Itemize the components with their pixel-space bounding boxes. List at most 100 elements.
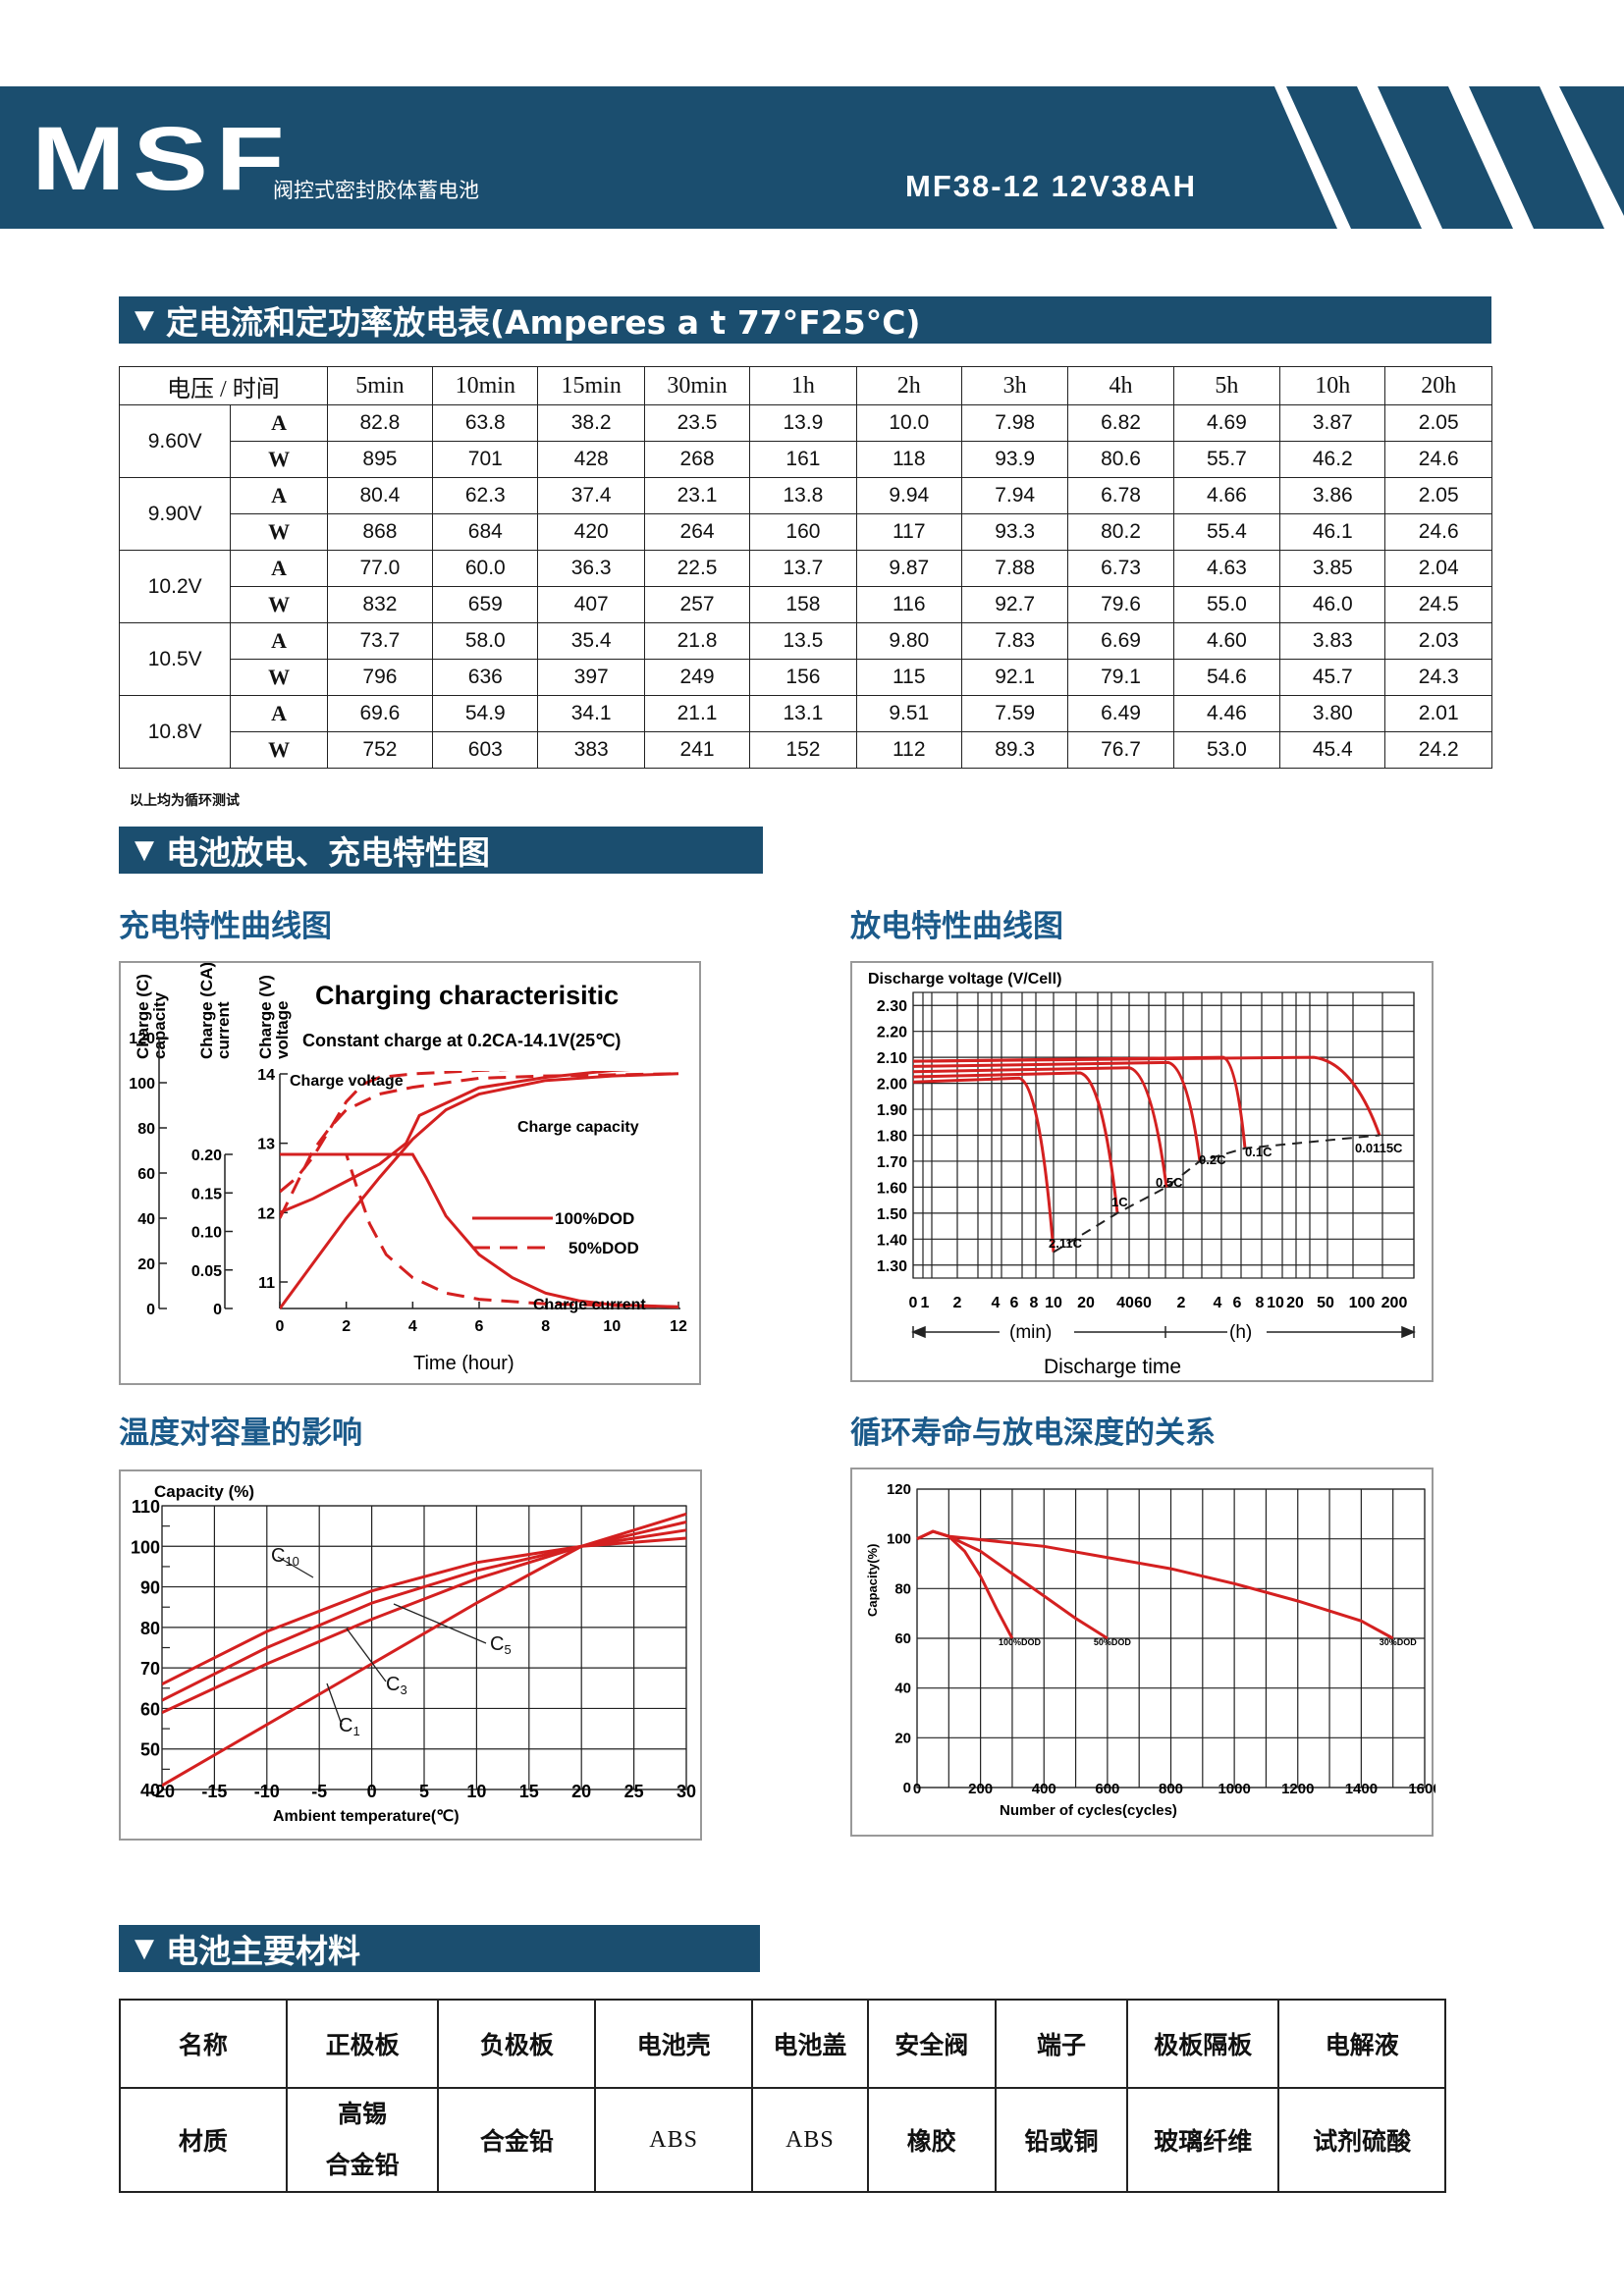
temperature-tick-label: 25 [624,1782,644,1801]
cycle-tick-label: 800 [1159,1781,1183,1797]
value-cell: 55.0 [1172,586,1281,623]
discharge-rate-label: 0.1C [1245,1145,1272,1159]
voltage-tick-label: 2.00 [877,1077,907,1094]
value-cell: 6.49 [1067,695,1174,732]
value-cell: 160 [749,513,857,551]
time-tick-label: 20 [1077,1295,1095,1311]
section-bar-discharge-table: ▼ 定电流和定功率放电表(Amperes a t 77°F25°C) [119,296,1491,344]
curve-label: C5 [490,1633,512,1657]
discharge-series-line [912,1066,1168,1188]
current-tick-label: 0.05 [191,1263,222,1280]
value-cell: 79.6 [1067,586,1174,623]
table-row: W 752 603 383 241 152 112 89.3 76.7 53.0 45.4 24.2 [120,731,1492,769]
temperature-tick-label: 20 [571,1782,591,1801]
cycle-tick-label: 1600 [1408,1781,1435,1797]
value-cell: 60.0 [432,550,539,587]
cycle-chart: Capacity(%) 0 20 40 60 80 100 120 0 200 400 600 800… [850,1468,1435,1837]
column-header: 10min [432,366,539,405]
legend-50-dod: 50%DOD [568,1239,639,1257]
materials-row-label-name: 名称 [119,1999,288,2089]
material-cell-positive-plate: 高锡 合金铅 [285,2087,440,2193]
x-unit-h: (h) [1229,1322,1252,1343]
value-cell: 2.05 [1384,477,1492,514]
capacity-tick-label: 0 [903,1780,911,1796]
value-cell: 73.7 [326,622,434,660]
table-row: W 868 684 420 264 160 117 93.3 80.2 55.4 46.1 24.6 [120,513,1492,551]
discharge-chart-title: 放电特性曲线图 [850,909,1063,944]
section-title: 定电流和定功率放电表(Amperes a t 77°F25°C) [166,303,921,342]
capacity-tick-label: 110 [132,1497,160,1517]
table-row: W 895 701 428 268 161 118 93.9 80.6 55.7 46.2 24.6 [120,441,1492,478]
discharge-rate-label: 1C [1111,1195,1128,1209]
value-cell: 13.8 [749,477,857,514]
value-cell: 23.1 [643,477,751,514]
cycle-tick-label: 0 [913,1781,921,1797]
value-cell: 9.51 [855,695,962,732]
column-header: 30min [643,366,751,405]
value-cell: 257 [643,586,751,623]
value-cell: 92.1 [960,659,1069,696]
temperature-x-label: Ambient temperature(℃) [273,1808,460,1825]
charge-chart: Charging characterisitic Constant charge… [119,961,701,1385]
unit-cell: A [230,550,328,587]
value-cell: 156 [749,659,857,696]
table-header-row: 电压 / 时间 5min 10min 15min 30min 1h 2h 3h … [119,366,1492,405]
value-cell: 93.3 [960,513,1069,551]
value-cell: 21.1 [643,695,751,732]
unit-cell: W [230,513,328,551]
value-cell: 4.69 [1172,404,1281,442]
axis-label-capacity-2: capacity [150,991,169,1059]
value-cell: 24.6 [1384,441,1492,478]
value-cell: 46.1 [1279,513,1386,551]
value-cell: 9.87 [855,550,962,587]
time-tick-label: 12 [670,1318,687,1335]
time-tick-label: 4 [992,1295,1001,1311]
discharge-rate-label: 2.11C [1049,1236,1083,1251]
component-cell: 安全阀 [866,1999,997,2089]
column-header: 15min [537,366,645,405]
temperature-tick-label: 10 [466,1782,486,1801]
time-tick-label: 40 [1116,1295,1134,1311]
value-cell: 115 [855,659,962,696]
time-tick-label: 200 [1381,1295,1408,1311]
value-cell: 268 [643,441,751,478]
discharge-series-line [912,1071,1119,1214]
value-cell: 13.5 [749,622,857,660]
discharge-x-label: Discharge time [1044,1356,1181,1378]
value-cell: 89.3 [960,731,1069,769]
value-cell: 6.73 [1067,550,1174,587]
capacity-tick-label: 100 [129,1076,155,1093]
value-cell: 22.5 [643,550,751,587]
material-cell: 铅或铜 [994,2087,1129,2193]
value-cell: 684 [432,513,539,551]
materials-table: 名称 正极板 负极板 电池壳 电池盖 安全阀 端子 极板隔板 电解液 材质 高锡… [119,1999,1446,2193]
temperature-tick-label: -10 [254,1782,280,1801]
callout-line [346,1628,387,1682]
time-tick-label: 0 [909,1295,918,1311]
value-cell: 161 [749,441,857,478]
charge-chart-svg: Charging characterisitic Constant charge… [129,963,687,1374]
value-cell: 76.7 [1067,731,1174,769]
value-cell: 62.3 [432,477,539,514]
materials-material-row: 材质 高锡 合金铅 合金铅 ABS ABS 橡胶 铅或铜 玻璃纤维 试剂硫酸 [119,2087,1446,2193]
current-tick-label: 0.20 [191,1148,222,1164]
time-tick-label: 2 [953,1295,962,1311]
value-cell: 23.5 [643,404,751,442]
voltage-tick-label: 1.40 [877,1232,907,1249]
voltage-tick-label: 14 [257,1067,275,1084]
discharge-rate-label: 0.2C [1199,1152,1226,1167]
temperature-tick-label: -20 [149,1782,175,1801]
column-header: 5h [1172,366,1281,405]
time-tick-label: 10 [1045,1295,1062,1311]
axis-label-voltage-2: voltage [273,1000,292,1059]
temperature-chart-y-title: Capacity (%) [154,1482,254,1501]
unit-cell: A [230,695,328,732]
value-cell: 383 [537,731,645,769]
temperature-tick-label: -5 [311,1782,327,1801]
table-body: 9.60V A 82.8 63.8 38.2 23.5 13.9 10.0 7.98 6.82 4.… [118,404,1492,769]
value-cell: 407 [537,586,645,623]
time-tick-label: 6 [1010,1295,1019,1311]
value-cell: 116 [855,586,962,623]
